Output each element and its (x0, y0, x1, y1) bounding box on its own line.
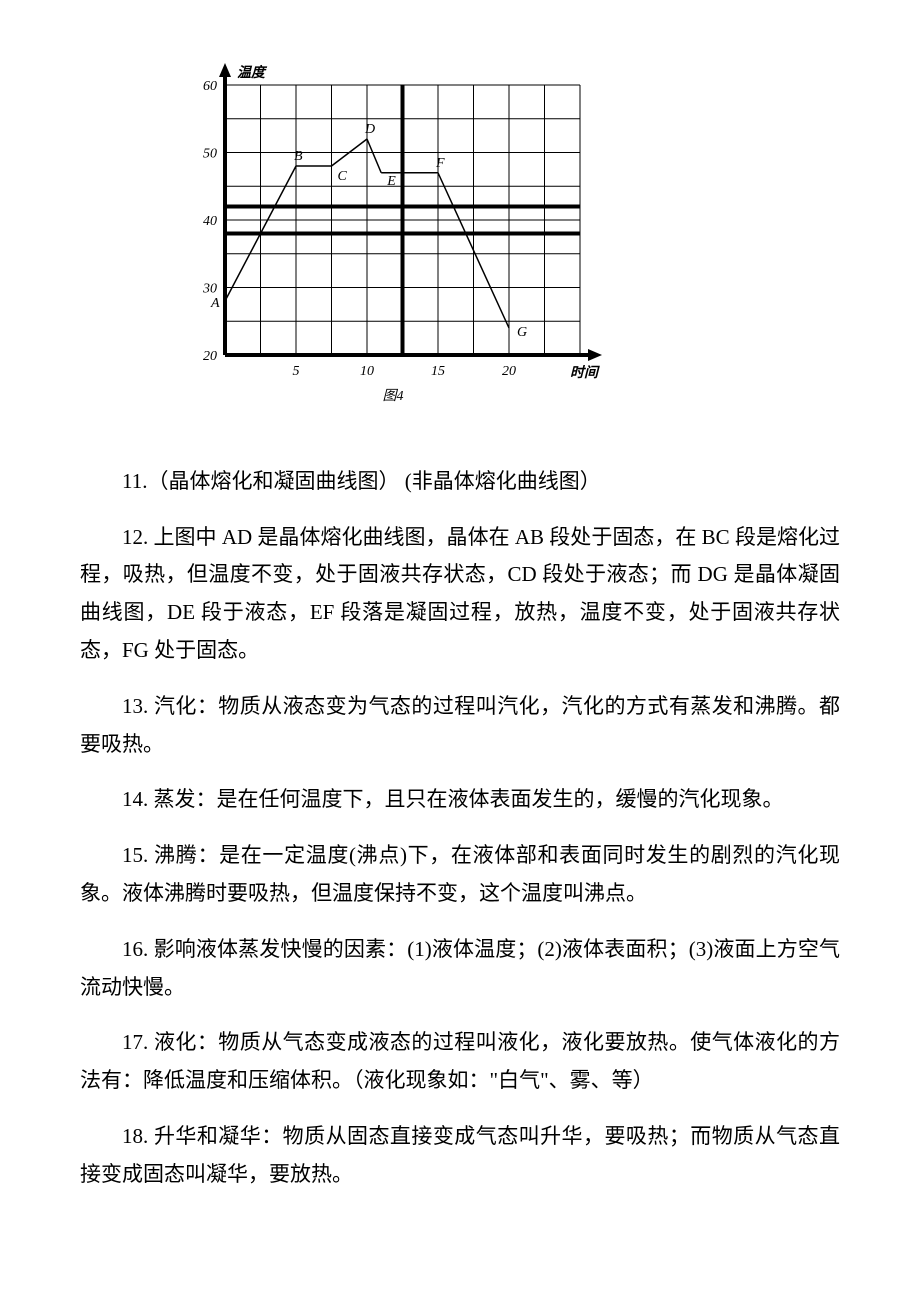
svg-text:时间: 时间 (570, 365, 600, 381)
svg-text:E: E (386, 174, 396, 189)
svg-text:50: 50 (203, 147, 217, 162)
svg-text:图4: 图4 (383, 388, 404, 404)
svg-text:20: 20 (203, 349, 217, 364)
svg-text:B: B (294, 149, 303, 164)
svg-text:60: 60 (203, 79, 217, 94)
svg-text:30: 30 (202, 282, 217, 297)
svg-text:C: C (338, 169, 348, 184)
svg-text:D: D (364, 122, 375, 137)
paragraph-13: 13. 汽化：物质从液态变为气态的过程叫汽化，汽化的方式有蒸发和沸腾。都要吸热。 (80, 688, 840, 764)
paragraph-11: 11.（晶体熔化和凝固曲线图） (非晶体熔化曲线图） (80, 463, 840, 501)
paragraph-18: 18. 升华和凝华：物质从固态直接变成气态叫升华，要吸热；而物质从气态直接变成固… (80, 1118, 840, 1194)
svg-text:15: 15 (431, 364, 445, 379)
paragraph-17: 17. 液化：物质从气态变成液态的过程叫液化，液化要放热。使气体液化的方法有：降… (80, 1024, 840, 1100)
svg-text:A: A (210, 296, 220, 311)
chart-figure: 温度时间 20 30 40 50 60 5 10 15 20 A B C D E F G 图4 (170, 60, 840, 423)
chart-svg: 温度时间 20 30 40 50 60 5 10 15 20 A B C D E F G 图4 (170, 60, 610, 410)
svg-text:5: 5 (293, 364, 300, 379)
paragraph-12: 12. 上图中 AD 是晶体熔化曲线图，晶体在 AB 段处于固态，在 BC 段是… (80, 519, 840, 670)
paragraph-14: 14. 蒸发：是在任何温度下，且只在液体表面发生的，缓慢的汽化现象。 (80, 781, 840, 819)
svg-text:20: 20 (502, 364, 516, 379)
svg-text:40: 40 (203, 214, 217, 229)
svg-text:10: 10 (360, 364, 374, 379)
paragraph-16: 16. 影响液体蒸发快慢的因素：(1)液体温度；(2)液体表面积；(3)液面上方… (80, 931, 840, 1007)
paragraph-15: 15. 沸腾：是在一定温度(沸点)下，在液体部和表面同时发生的剧烈的汽化现象。液… (80, 837, 840, 913)
svg-text:G: G (517, 325, 527, 340)
svg-text:F: F (435, 156, 445, 171)
svg-text:温度: 温度 (237, 64, 268, 81)
